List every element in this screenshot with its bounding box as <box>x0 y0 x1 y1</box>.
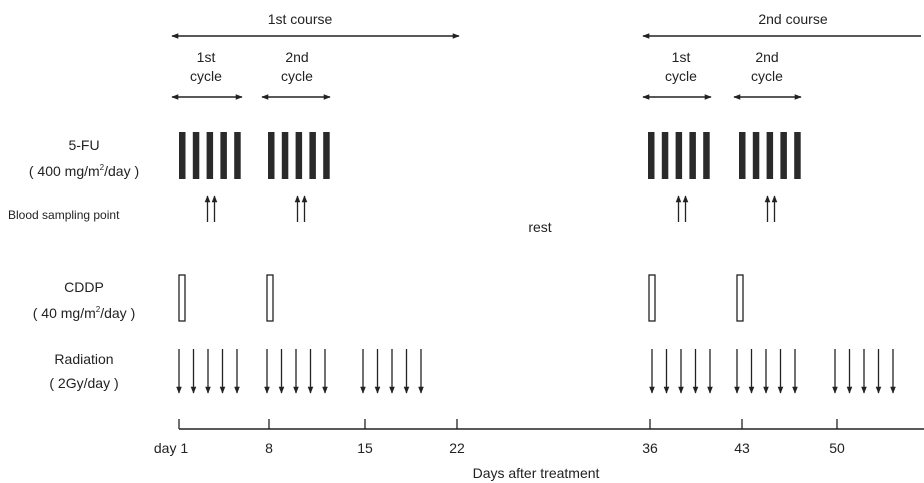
5fu-dose-bar-block2-5 <box>323 132 330 179</box>
axis-tick-label-15: 15 <box>357 440 373 456</box>
5fu-dose-bar-block3-1 <box>648 132 655 179</box>
course-2-cycle-1-label-line2: cycle <box>665 68 697 84</box>
cddp-dose-superscript: 2 <box>96 305 101 314</box>
5fu-dose-bar-block3-3 <box>675 132 683 179</box>
rest-label: rest <box>528 219 551 235</box>
axis-tick-label-43: 43 <box>734 440 750 456</box>
axis-tick-label-8: 8 <box>265 440 273 456</box>
fu-label-line2: ( 400 mg/m2/day ) <box>29 163 139 179</box>
axis-title: Days after treatment <box>473 465 600 481</box>
axis-tick-label-36: 36 <box>642 440 658 456</box>
cddp-dose-bar-2 <box>266 274 274 322</box>
cddp-dose-text: ( 40 mg/m <box>33 305 96 321</box>
blood-sampling-label: Blood sampling point <box>8 208 120 222</box>
5fu-dose-bar-block4-5 <box>794 132 801 179</box>
5fu-dose-bar-block4-3 <box>766 132 774 179</box>
5fu-dose-bar-block4-1 <box>739 132 746 179</box>
course-2-label: 2nd course <box>758 11 827 27</box>
cddp-label-line2: ( 40 mg/m2/day ) <box>33 305 135 321</box>
5fu-dose-bar-block2-1 <box>268 132 275 179</box>
course-1-cycle-1-label-line2: cycle <box>190 68 222 84</box>
fu-dose-unit: /day ) <box>104 163 139 179</box>
schedule-marks: day 1 8 15 22 36 43 50 <box>154 33 924 456</box>
course-1-cycle-2-label-line2: cycle <box>281 68 313 84</box>
5fu-dose-bar-block3-5 <box>703 132 710 179</box>
5fu-dose-bar-block3-2 <box>661 132 669 179</box>
5fu-dose-bar-block1-1 <box>179 132 186 179</box>
cddp-dose-bar-4 <box>736 274 744 322</box>
axis-tick-label-22: 22 <box>449 440 465 456</box>
cddp-dose-bar-3 <box>648 274 656 322</box>
5fu-dose-bar-block2-2 <box>281 132 289 179</box>
5fu-dose-bar-block1-3 <box>206 132 214 179</box>
5fu-dose-bar-block3-4 <box>689 132 696 179</box>
fu-dose-text: ( 400 mg/m <box>29 163 100 179</box>
course-2-cycle-1-label-line1: 1st <box>672 49 691 65</box>
fu-label-line1: 5-FU <box>68 137 99 153</box>
5fu-dose-bar-block2-3 <box>295 132 303 179</box>
course-1-cycle-1-label-line1: 1st <box>197 49 216 65</box>
5fu-dose-bar-block1-2 <box>192 132 200 179</box>
radiation-label-line1: Radiation <box>54 351 113 367</box>
5fu-dose-bar-block1-5 <box>234 132 241 179</box>
radiation-label-line2: ( 2Gy/day ) <box>49 375 118 391</box>
course-2-cycle-2-label-line1: 2nd <box>755 49 778 65</box>
5fu-dose-bar-block4-4 <box>780 132 787 179</box>
cddp-dose-unit: /day ) <box>100 305 135 321</box>
course-2-cycle-2-label-line2: cycle <box>751 68 783 84</box>
cddp-label-line1: CDDP <box>64 279 104 295</box>
5fu-dose-bar-block1-4 <box>220 132 227 179</box>
5fu-dose-bar-block2-4 <box>309 132 316 179</box>
axis-tick-label-1: day 1 <box>154 440 188 456</box>
course-1-label: 1st course <box>268 11 333 27</box>
fu-dose-superscript: 2 <box>100 163 105 172</box>
5fu-dose-bar-block4-2 <box>752 132 760 179</box>
cddp-dose-bar-1 <box>178 274 186 322</box>
axis-tick-label-50: 50 <box>829 440 845 456</box>
course-1-cycle-2-label-line1: 2nd <box>285 49 308 65</box>
